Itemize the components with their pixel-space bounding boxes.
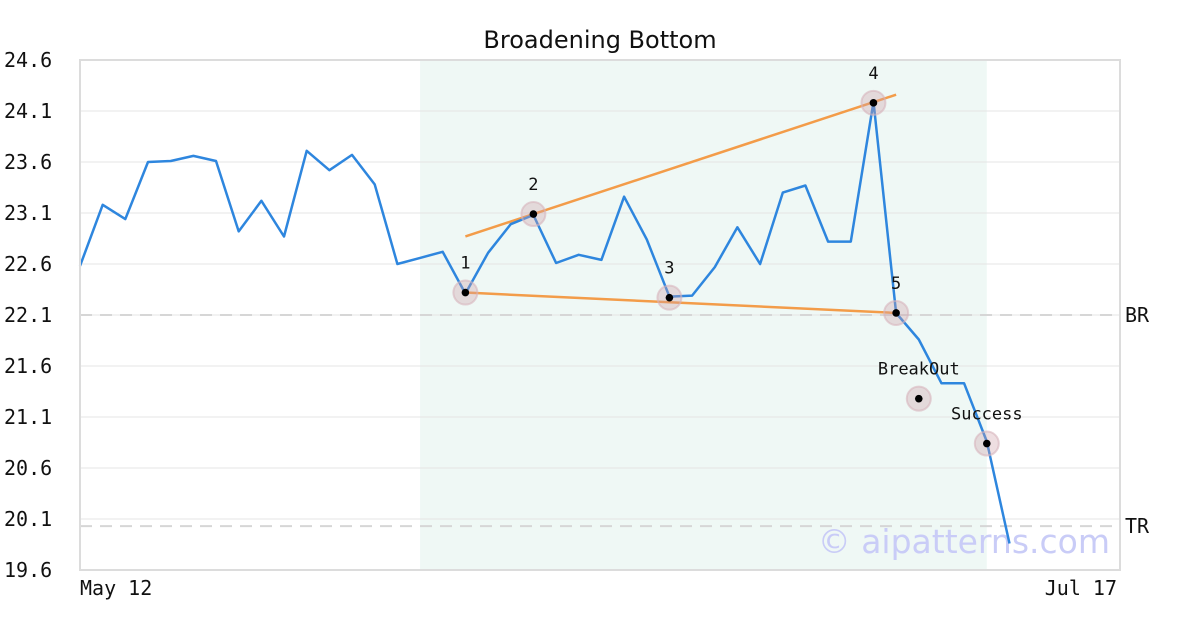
y-tick-label: 23.1	[4, 201, 52, 225]
y-axis-ticks: 24.6 24.1 23.6 23.1 22.6 22.1 21.6 21.1 20.6 20.1…	[4, 48, 52, 582]
x-tick-label: May 12	[80, 576, 152, 600]
y-tick-label: 20.1	[4, 507, 52, 531]
point-marker	[892, 309, 900, 317]
trendline	[464, 93, 897, 238]
point-label: BreakOut	[878, 360, 960, 380]
y-tick-label: 21.6	[4, 354, 52, 378]
point-label: 2	[528, 175, 538, 195]
point-label: 5	[891, 274, 901, 294]
y-tick-label: 22.1	[4, 303, 52, 327]
level-lines: BR TR	[80, 303, 1150, 538]
plot-frame	[79, 59, 1121, 571]
y-tick-label: 22.6	[4, 252, 52, 276]
y-tick-label: 20.6	[4, 456, 52, 480]
level-label: BR	[1125, 303, 1150, 327]
point-marker	[665, 293, 674, 302]
price-line	[78, 100, 1011, 544]
y-tick-label: 24.6	[4, 48, 52, 72]
y-tick-label: 21.1	[4, 405, 52, 429]
y-tick-label: 24.1	[4, 99, 52, 123]
y-tick-label: 23.6	[4, 150, 52, 174]
watermark: © aipatterns.com	[818, 522, 1110, 561]
y-tick-label: 19.6	[4, 558, 52, 582]
point-marker	[983, 439, 991, 448]
point-label: 3	[664, 259, 674, 279]
chart-title: Broadening Bottom	[483, 26, 716, 54]
point-label: Success	[951, 405, 1023, 425]
point-marker	[529, 210, 538, 218]
point-marker	[914, 394, 923, 403]
x-tick-label: Jul 17	[1045, 576, 1117, 600]
point-label: 4	[868, 64, 878, 84]
point-label: 1	[460, 254, 470, 274]
point-marker	[869, 99, 878, 107]
level-label: TR	[1125, 514, 1150, 538]
pattern-points: 1 2 3 4 5 BreakOut Success	[452, 64, 1023, 457]
point-marker	[461, 288, 470, 297]
x-axis-ticks: May 12 Jul 17	[80, 576, 1117, 600]
